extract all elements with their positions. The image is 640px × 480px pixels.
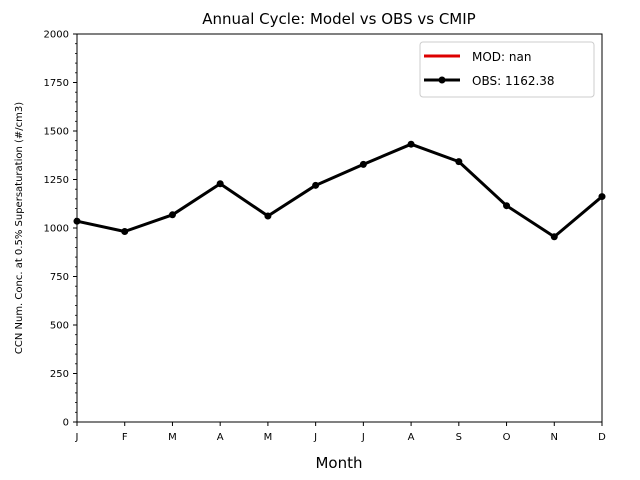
x-tick-label-0: J: [75, 432, 79, 443]
x-tick-label-9: O: [503, 432, 511, 443]
y-tick-label-7: 1750: [44, 78, 69, 89]
x-tick-label-2: M: [168, 432, 177, 443]
data-point-1-5: [312, 181, 320, 189]
x-tick-label-10: N: [551, 432, 558, 443]
data-point-1-1: [121, 227, 129, 235]
chart-title: Annual Cycle: Model vs OBS vs CMIP: [202, 10, 475, 28]
y-tick-label-3: 750: [50, 272, 69, 283]
y-tick-label-2: 500: [50, 321, 69, 332]
legend-label-0: MOD: nan: [472, 50, 531, 64]
legend-marker-1: [438, 76, 446, 84]
x-tick-label-3: A: [217, 432, 224, 443]
data-point-1-4: [264, 212, 272, 220]
data-point-1-10: [550, 233, 558, 241]
x-tick-label-5: J: [313, 432, 317, 443]
x-axis-label: Month: [315, 454, 362, 472]
x-tick-label-4: M: [264, 432, 273, 443]
series-layer: [73, 140, 606, 241]
data-point-1-8: [455, 158, 463, 166]
data-point-1-3: [216, 180, 224, 188]
y-tick-label-1: 250: [50, 369, 69, 380]
legend-label-1: OBS: 1162.38: [472, 74, 555, 88]
x-tick-label-11: D: [598, 432, 606, 443]
data-point-1-9: [503, 202, 511, 210]
x-tick-label-8: S: [456, 432, 462, 443]
legend-box: [419, 41, 595, 98]
y-tick-label-5: 1250: [44, 175, 69, 186]
y-tick-label-8: 2000: [44, 30, 69, 41]
data-point-1-11: [598, 193, 606, 201]
x-tick-label-1: F: [122, 432, 128, 443]
y-axis: 0 250 500 750 1000 1250 1500 1750 2000: [44, 30, 77, 429]
y-tick-label-0: 0: [63, 418, 69, 429]
data-point-1-6: [359, 160, 367, 168]
data-point-1-0: [73, 217, 81, 225]
y-tick-label-6: 1500: [44, 127, 69, 138]
data-point-1-7: [407, 140, 415, 148]
y-axis-label: CCN Num. Conc. at 0.5% Supersaturation (…: [14, 102, 25, 354]
legend: MOD: nan OBS: 1162.38: [419, 41, 595, 98]
series-line-1: [76, 142, 603, 239]
x-tick-label-6: J: [361, 432, 365, 443]
y-tick-label-4: 1000: [44, 224, 69, 235]
data-point-1-2: [168, 211, 176, 219]
x-tick-label-7: A: [408, 432, 415, 443]
